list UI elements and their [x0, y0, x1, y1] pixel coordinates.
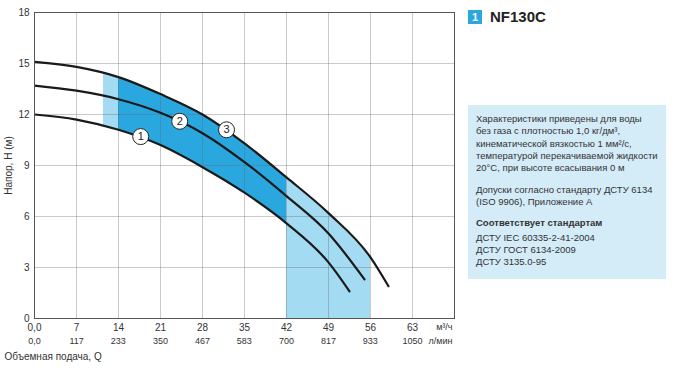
html-text:Соответствует стандартам: Соответствует стандартам [476, 217, 603, 229]
svg-text:1: 1 [138, 130, 144, 142]
html-text:Допуски согласно стандарту ДСТ: Допуски согласно стандарту ДСТУ 6134 (IS… [476, 183, 653, 208]
svg-text:350: 350 [153, 336, 168, 346]
svg-text:Объемная подача, Q: Объемная подача, Q [5, 351, 102, 362]
svg-text:0,0: 0,0 [28, 336, 41, 346]
svg-text:700: 700 [279, 336, 294, 346]
svg-text:117: 117 [69, 336, 83, 346]
svg-text:21: 21 [155, 322, 167, 333]
svg-text:л/мин: л/мин [429, 336, 453, 346]
html-text:NF130C: NF130C [490, 8, 546, 25]
svg-text:56: 56 [365, 322, 377, 333]
svg-text:6: 6 [24, 211, 30, 222]
svg-text:0,0: 0,0 [28, 322, 42, 333]
svg-text:63: 63 [407, 322, 419, 333]
svg-text:9: 9 [24, 160, 30, 171]
svg-text:3: 3 [24, 262, 30, 273]
svg-text:233: 233 [111, 336, 126, 346]
svg-text:28: 28 [197, 322, 209, 333]
svg-text:Напор, H (м): Напор, H (м) [3, 136, 14, 194]
svg-text:583: 583 [237, 336, 252, 346]
svg-text:35: 35 [239, 322, 251, 333]
svg-text:467: 467 [195, 336, 210, 346]
html-text:Характеристики приведены для в: Характеристики приведены для воды без га… [476, 113, 658, 174]
svg-text:7: 7 [74, 322, 80, 333]
svg-text:2: 2 [177, 115, 183, 127]
html-text:ДСТУ ГОСТ 6134-2009: ДСТУ ГОСТ 6134-2009 [476, 244, 576, 256]
html-text:1: 1 [471, 10, 479, 23]
svg-text:18: 18 [18, 7, 30, 18]
html-text:ДСТУ IEC 60335-2-41-2004: ДСТУ IEC 60335-2-41-2004 [476, 231, 595, 243]
svg-text:12: 12 [18, 109, 30, 120]
svg-text:0: 0 [24, 313, 30, 324]
svg-text:15: 15 [18, 58, 30, 69]
svg-text:3: 3 [223, 123, 229, 135]
svg-text:14: 14 [113, 322, 125, 333]
svg-text:42: 42 [281, 322, 293, 333]
svg-text:817: 817 [321, 336, 336, 346]
svg-text:933: 933 [363, 336, 378, 346]
svg-text:1050: 1050 [402, 336, 422, 346]
svg-text:49: 49 [323, 322, 335, 333]
html-text:ДСТУ 3135.0-95: ДСТУ 3135.0-95 [476, 256, 547, 268]
svg-text:м³/ч: м³/ч [436, 322, 453, 332]
